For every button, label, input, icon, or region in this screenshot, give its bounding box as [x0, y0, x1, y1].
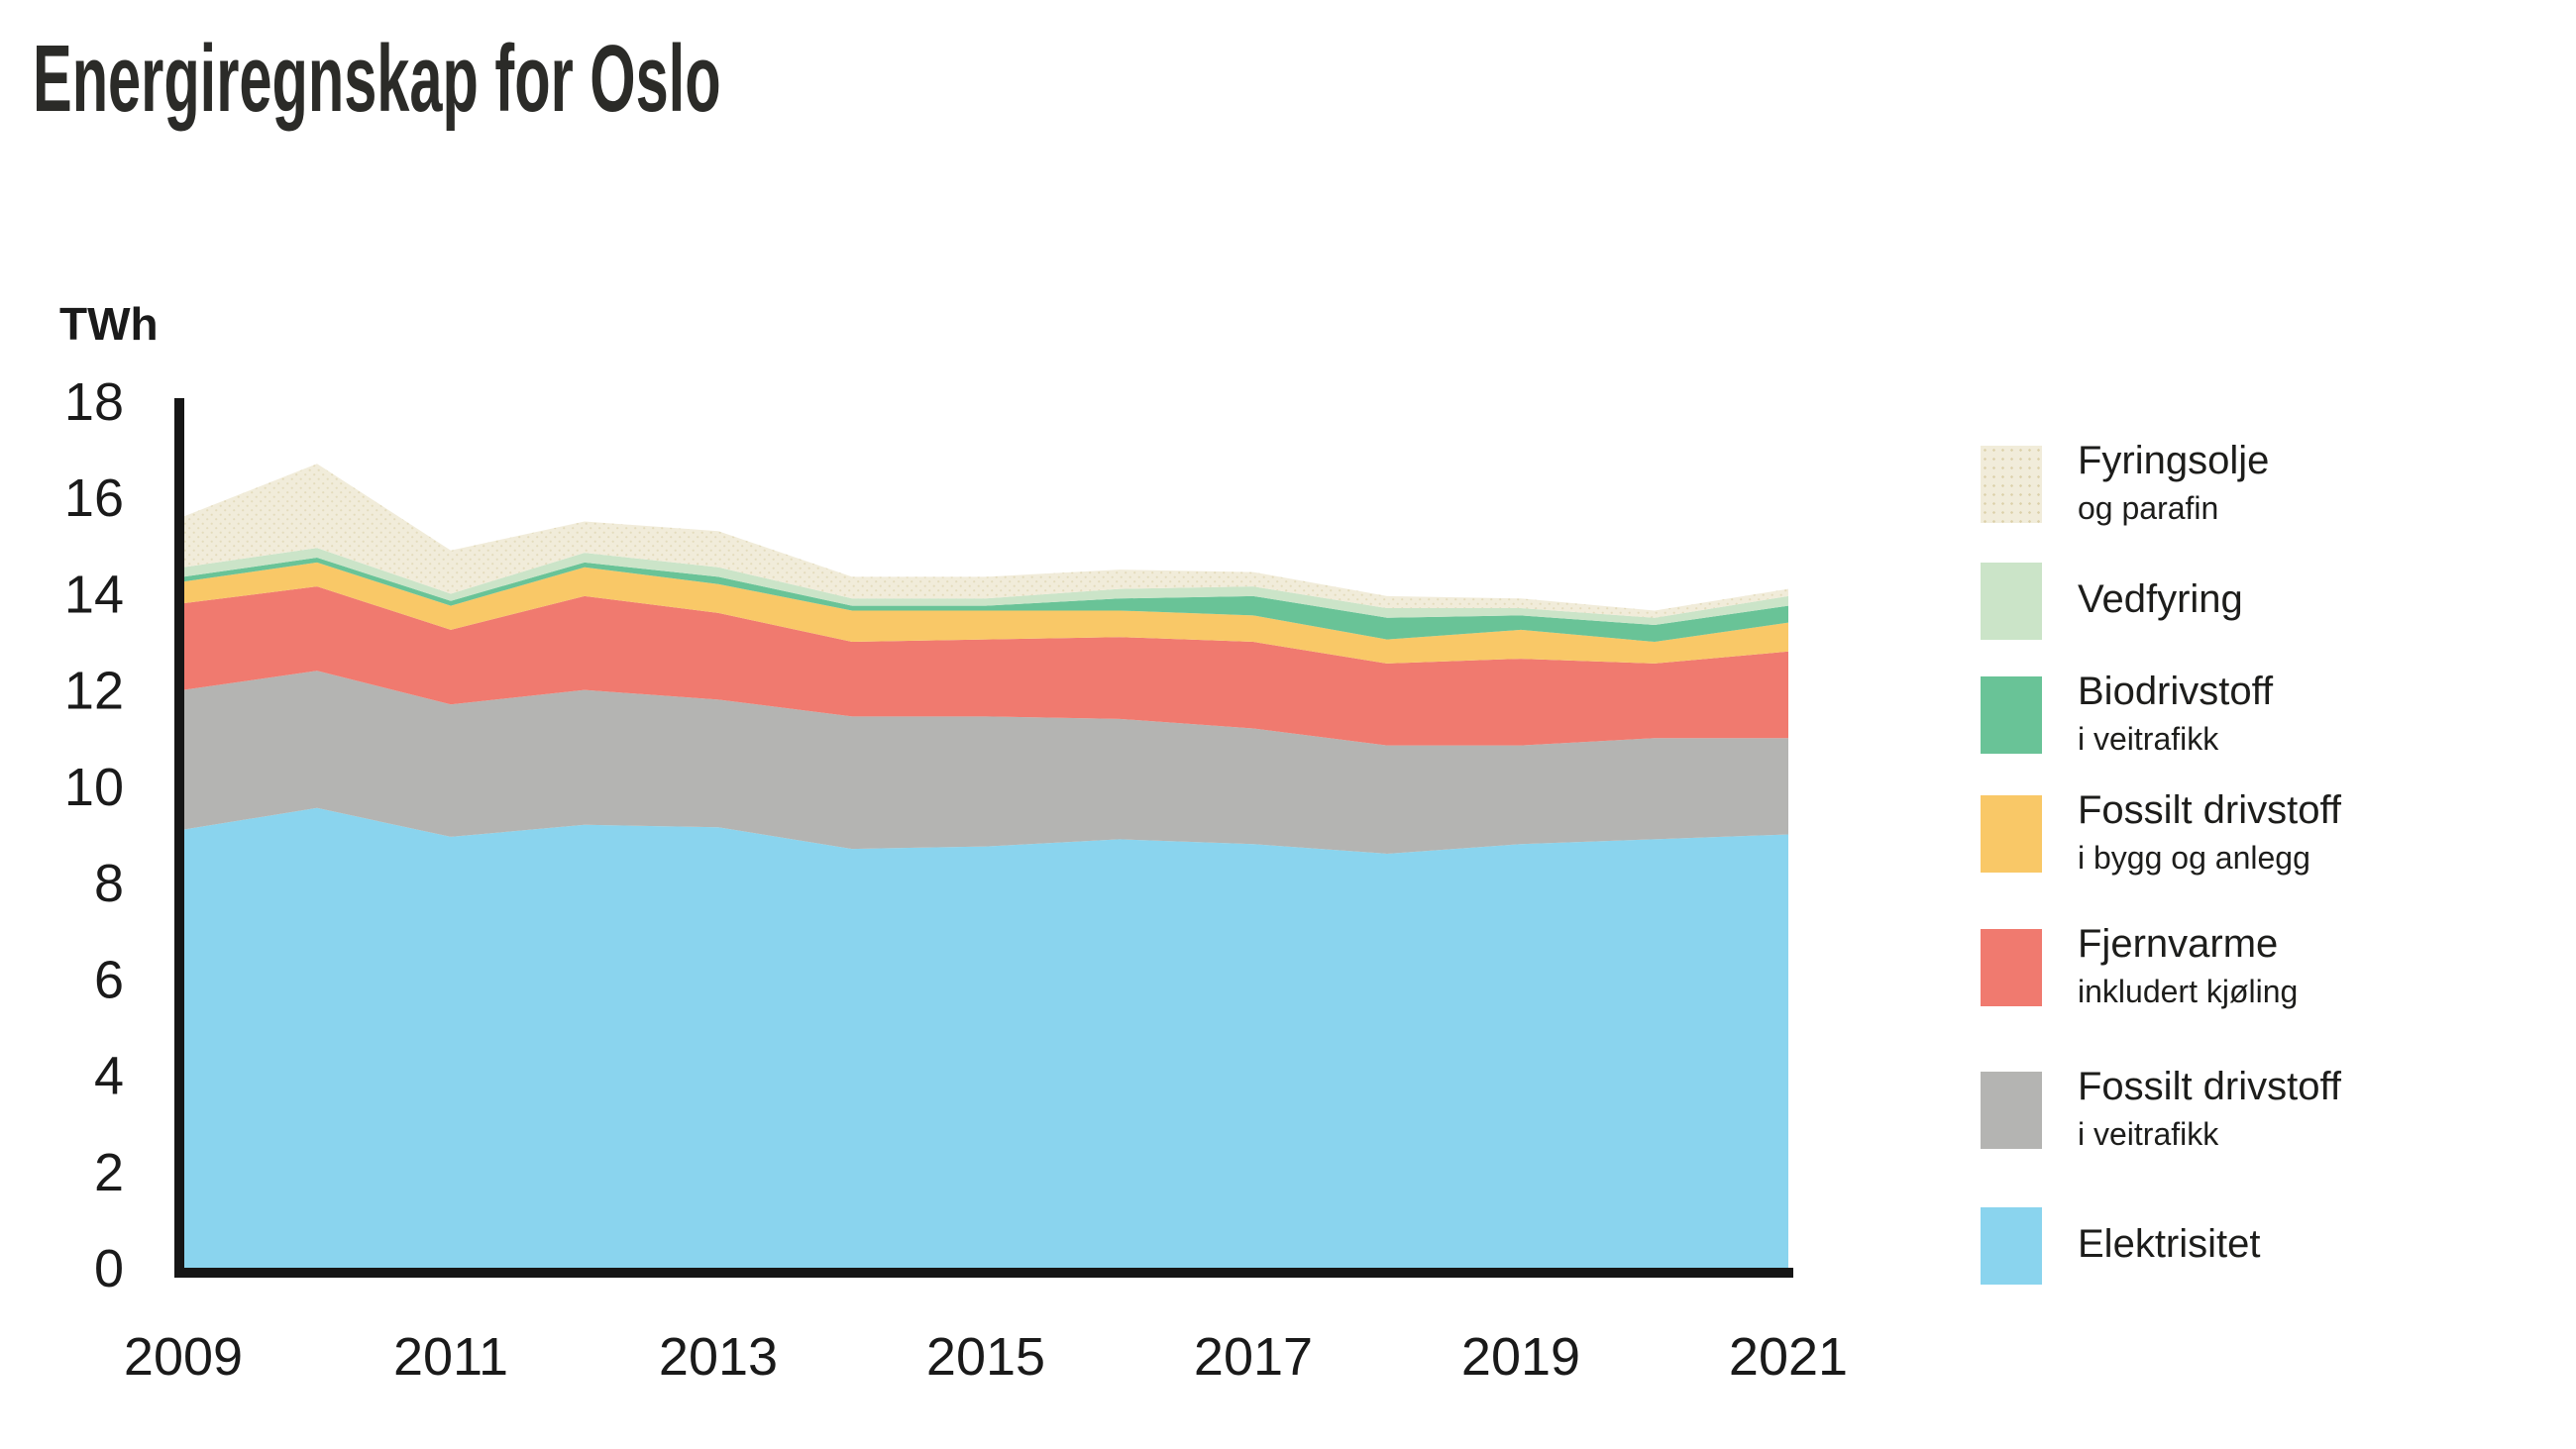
y-axis-unit-label: TWh [59, 298, 159, 350]
legend-swatch-fjernvarme [1981, 929, 2042, 1006]
legend-swatch-fossilt-veitrafikk [1981, 1072, 2042, 1149]
legend-sublabel: og parafin [2078, 490, 2219, 526]
area-series-5 [183, 548, 1788, 626]
legend-sublabel: i veitrafikk [2078, 1116, 2219, 1152]
y-axis-tick-label: 14 [64, 565, 124, 624]
legend-item-vedfyring: Vedfyring [1981, 563, 2243, 640]
y-axis-tick-label: 0 [94, 1239, 124, 1298]
y-axis-tick-label: 2 [94, 1143, 124, 1202]
legend-label: Fjernvarme [2078, 922, 2279, 966]
x-axis-tick-label: 2009 [124, 1327, 243, 1387]
x-axis-tick-label: 2013 [659, 1327, 778, 1387]
x-axis-line [174, 1268, 1793, 1278]
legend-swatch-fyringsolje [1981, 446, 2042, 523]
y-axis-tick-label: 10 [64, 758, 124, 817]
legend: Fyringsolje og parafin Vedfyring Biodriv… [1981, 0, 2575, 1449]
legend-swatch-elektrisitet [1981, 1207, 2042, 1285]
legend-label: Elektrisitet [2078, 1222, 2261, 1266]
legend-item-fossilt-bygg: Fossilt drivstoff i bygg og anlegg [1981, 788, 2341, 877]
y-axis-tick-label: 4 [94, 1047, 124, 1106]
page-title: Energiregnskap for Oslo [33, 26, 721, 132]
legend-item-fyringsolje: Fyringsolje og parafin [1981, 439, 2269, 527]
area-series-4 [183, 557, 1788, 643]
legend-sublabel: i veitrafikk [2078, 721, 2219, 757]
legend-sublabel: inkludert kjøling [2078, 974, 2299, 1009]
y-axis-tick-label: 8 [94, 854, 124, 913]
legend-label: Vedfyring [2078, 577, 2243, 621]
legend-swatch-biodrivstoff [1981, 676, 2042, 754]
legend-item-fjernvarme: Fjernvarme inkludert kjøling [1981, 922, 2299, 1010]
x-axis-tick-label: 2017 [1194, 1327, 1313, 1387]
area-series-2 [183, 586, 1788, 746]
area-series-6 [183, 464, 1788, 618]
x-axis-tick-label: 2019 [1461, 1327, 1580, 1387]
legend-item-fossilt-veitrafikk: Fossilt drivstoff i veitrafikk [1981, 1065, 2341, 1153]
legend-sublabel: i bygg og anlegg [2078, 840, 2310, 876]
y-axis-tick-label: 6 [94, 950, 124, 1009]
legend-swatch-vedfyring [1981, 563, 2042, 640]
legend-item-elektrisitet: Elektrisitet [1981, 1207, 2261, 1285]
legend-item-biodrivstoff: Biodrivstoff i veitrafikk [1981, 670, 2273, 758]
area-series-3 [183, 562, 1788, 664]
x-axis-tick-label: 2015 [926, 1327, 1045, 1387]
area-series-0 [183, 807, 1788, 1268]
x-axis-tick-label: 2011 [393, 1327, 508, 1387]
legend-label: Biodrivstoff [2078, 670, 2274, 713]
x-axis-tick-label: 2021 [1729, 1327, 1848, 1387]
y-axis-tick-label: 18 [64, 372, 124, 432]
y-axis-line [174, 398, 184, 1278]
y-axis-tick-label: 12 [64, 662, 124, 721]
area-series-1 [183, 671, 1788, 854]
legend-label: Fossilt drivstoff [2078, 788, 2341, 832]
legend-label: Fyringsolje [2078, 439, 2270, 482]
legend-swatch-fossilt-bygg [1981, 795, 2042, 873]
legend-label: Fossilt drivstoff [2078, 1065, 2341, 1108]
y-axis-tick-label: 16 [64, 468, 124, 528]
